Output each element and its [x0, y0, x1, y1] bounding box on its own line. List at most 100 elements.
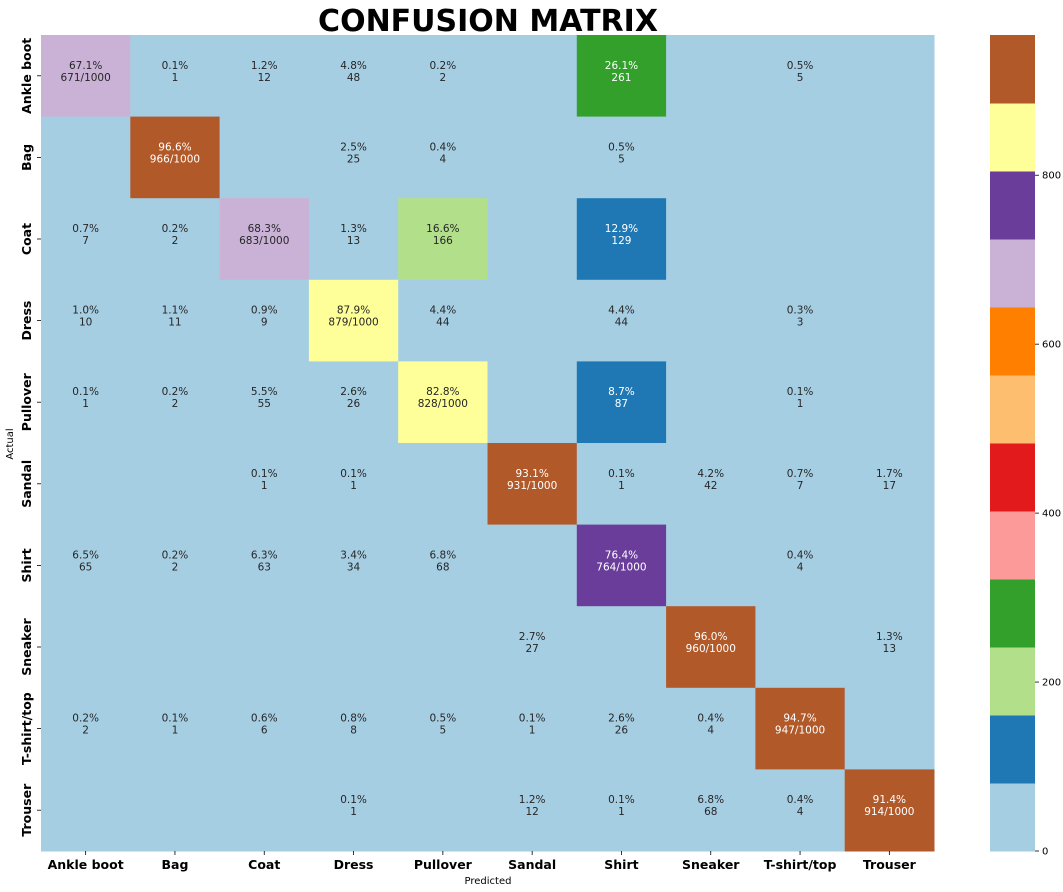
heatmap-cell [487, 279, 578, 362]
y-tick-label: Coat [19, 223, 34, 255]
colorbar-segment [990, 443, 1035, 512]
cell-count-label: 931/1000 [507, 480, 557, 492]
heatmap-cell [666, 361, 756, 444]
cell-percent-label: 0.2% [162, 223, 189, 235]
heatmap-cell [666, 279, 756, 362]
heatmap-cell [576, 524, 667, 607]
cell-count-label: 2 [172, 235, 179, 247]
heatmap-cell [398, 524, 488, 607]
heatmap-cell [576, 443, 667, 526]
x-tick-label: Sneaker [682, 857, 740, 872]
heatmap-cell [487, 443, 578, 526]
cell-percent-label: 0.1% [608, 794, 635, 806]
cell-count-label: 1 [529, 725, 536, 737]
cell-percent-label: 8.7% [608, 386, 635, 398]
colorbar-segment [990, 239, 1035, 308]
colorbar-segment [990, 171, 1035, 240]
cell-percent-label: 4.4% [430, 305, 457, 317]
heatmap-cell [308, 524, 399, 607]
cell-percent-label: 1.3% [876, 631, 903, 643]
cell-count-label: 12 [525, 806, 538, 818]
heatmap-cell [666, 443, 756, 526]
cell-count-label: 879/1000 [328, 317, 378, 329]
heatmap-cell [666, 769, 756, 852]
colorbar-segment [990, 103, 1035, 172]
heatmap-cell [576, 361, 667, 444]
heatmap-cell [755, 524, 846, 607]
cell-percent-label: 96.6% [158, 141, 191, 153]
cell-percent-label: 26.1% [605, 60, 638, 72]
cell-percent-label: 12.9% [605, 223, 638, 235]
colorbar-segment [990, 307, 1035, 376]
x-tick-label: T-shirt/top [764, 857, 837, 872]
cell-count-label: 26 [347, 398, 361, 410]
colorbar-segment [990, 375, 1035, 444]
heatmap-cell [755, 279, 846, 362]
colorbar-tick-label: 200 [1042, 678, 1061, 689]
heatmap-cell [755, 606, 846, 689]
cell-percent-label: 0.1% [162, 60, 189, 72]
cell-percent-label: 82.8% [426, 386, 459, 398]
cell-count-label: 68 [704, 806, 717, 818]
heatmap-cell [41, 524, 131, 607]
colorbar-tick-label: 600 [1042, 340, 1061, 351]
x-axis-label: Predicted [465, 876, 512, 887]
cell-count-label: 4 [797, 561, 804, 573]
cell-count-label: 34 [347, 561, 361, 573]
chart-title: CONFUSION MATRIX [318, 4, 658, 39]
heatmap-cell [398, 361, 488, 444]
cell-count-label: 2 [172, 398, 179, 410]
cell-percent-label: 0.5% [787, 60, 814, 72]
heatmap-cell [398, 769, 488, 852]
heatmap-cell [308, 198, 399, 281]
cell-count-label: 1 [350, 480, 357, 492]
cell-count-label: 5 [797, 72, 804, 84]
cell-count-label: 671/1000 [60, 72, 110, 84]
cell-count-label: 5 [440, 725, 447, 737]
y-tick-label: Shirt [19, 548, 34, 582]
heatmap-cell [130, 198, 221, 281]
cell-count-label: 44 [615, 317, 629, 329]
cell-count-label: 764/1000 [596, 561, 646, 573]
heatmap-cell [308, 116, 399, 199]
heatmap-cell [755, 769, 846, 852]
cell-count-label: 9 [261, 317, 268, 329]
cell-percent-label: 6.3% [251, 549, 278, 561]
cell-percent-label: 0.7% [787, 468, 814, 480]
heatmap-cell [666, 524, 756, 607]
cell-count-label: 683/1000 [239, 235, 289, 247]
cell-count-label: 10 [79, 317, 92, 329]
cell-percent-label: 1.7% [876, 468, 903, 480]
cell-count-label: 261 [611, 72, 631, 84]
colorbar: 0 200 400 600 800 [990, 35, 1061, 858]
cell-count-label: 1 [172, 725, 179, 737]
heatmap-cell [130, 769, 221, 852]
heatmap-cell [130, 606, 221, 689]
x-tick-label: Dress [334, 857, 374, 872]
cell-percent-label: 91.4% [873, 794, 906, 806]
heatmap-cell [41, 279, 131, 362]
cell-percent-label: 0.3% [787, 305, 814, 317]
heatmap-cell [576, 116, 667, 199]
cell-count-label: 2 [440, 72, 447, 84]
cell-count-label: 26 [615, 725, 629, 737]
y-tick-label: Pullover [19, 372, 34, 431]
cell-count-label: 11 [168, 317, 181, 329]
heatmap-cell [41, 687, 131, 770]
cell-count-label: 48 [347, 72, 360, 84]
cell-count-label: 68 [436, 561, 449, 573]
cell-count-label: 1 [618, 480, 625, 492]
cell-count-label: 13 [883, 643, 896, 655]
cell-count-label: 7 [797, 480, 804, 492]
heatmap-cell [130, 361, 221, 444]
colorbar-tick-label: 400 [1042, 509, 1061, 520]
heatmap-cell [844, 198, 935, 281]
heatmap-cell [755, 687, 846, 770]
y-tick-label: Bag [19, 144, 34, 171]
heatmap-cell [755, 361, 846, 444]
heatmap-cell [666, 606, 756, 689]
heatmap-cell [844, 524, 935, 607]
heatmap-cell [755, 198, 846, 281]
cell-percent-label: 1.2% [251, 60, 278, 72]
heatmap-cell [219, 606, 310, 689]
